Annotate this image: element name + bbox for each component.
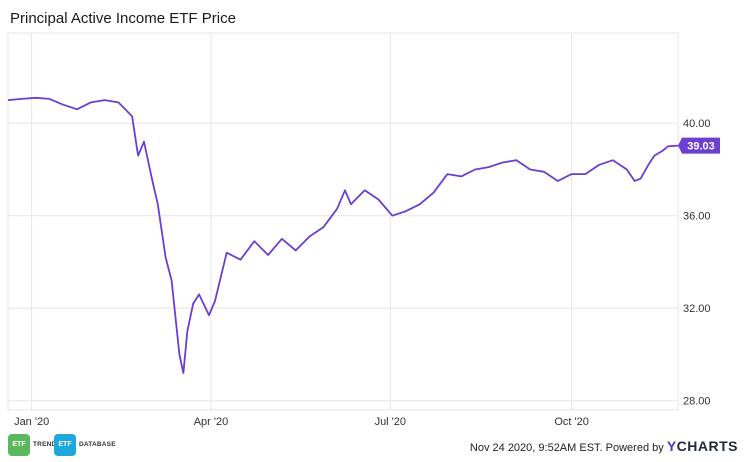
footer: ETF TRENDS ETF DATABASE Nov 24 2020, 9:5… xyxy=(0,430,750,462)
ycharts-logo[interactable]: YCHARTS xyxy=(666,438,738,454)
etf-trends-logo[interactable]: ETF xyxy=(8,434,30,456)
powered-by-text: Powered by xyxy=(605,442,664,454)
footer-credit: Nov 24 2020, 9:52AM EST. Powered by YCHA… xyxy=(470,438,738,454)
x-tick-label: Oct '20 xyxy=(554,416,589,428)
etf-database-logo[interactable]: ETF xyxy=(54,434,76,456)
y-tick-label: 28.00 xyxy=(683,396,711,408)
timestamp: Nov 24 2020, 9:52AM EST. xyxy=(469,442,603,454)
x-tick-label: Jul '20 xyxy=(375,416,406,428)
plot-frame xyxy=(7,32,679,411)
last-value-badge xyxy=(678,137,720,154)
price-series-line xyxy=(7,96,679,374)
etf-trends-label: TRENDS xyxy=(33,441,61,448)
x-tick-label: Jan '20 xyxy=(14,416,49,428)
etf-database-label: DATABASE xyxy=(79,441,116,448)
y-tick-label: 36.00 xyxy=(683,211,711,223)
x-tick-label: Apr '20 xyxy=(194,416,229,428)
price-chart: 28.00 32.00 36.00 40.00 Jan '20 Apr '20 Jul '2… xyxy=(7,32,720,428)
y-tick-label: 40.00 xyxy=(683,118,711,130)
chart-title: Principal Active Income ETF Price xyxy=(10,10,236,27)
y-tick-label: 32.00 xyxy=(683,303,711,315)
last-value-label: 39.03 xyxy=(687,141,715,153)
